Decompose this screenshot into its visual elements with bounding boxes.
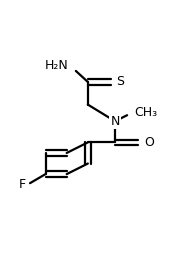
Text: O: O bbox=[144, 136, 154, 149]
Text: H₂N: H₂N bbox=[44, 59, 68, 72]
Text: CH₃: CH₃ bbox=[135, 106, 158, 119]
Text: S: S bbox=[117, 75, 125, 88]
Text: F: F bbox=[19, 178, 26, 191]
Text: N: N bbox=[110, 115, 120, 128]
